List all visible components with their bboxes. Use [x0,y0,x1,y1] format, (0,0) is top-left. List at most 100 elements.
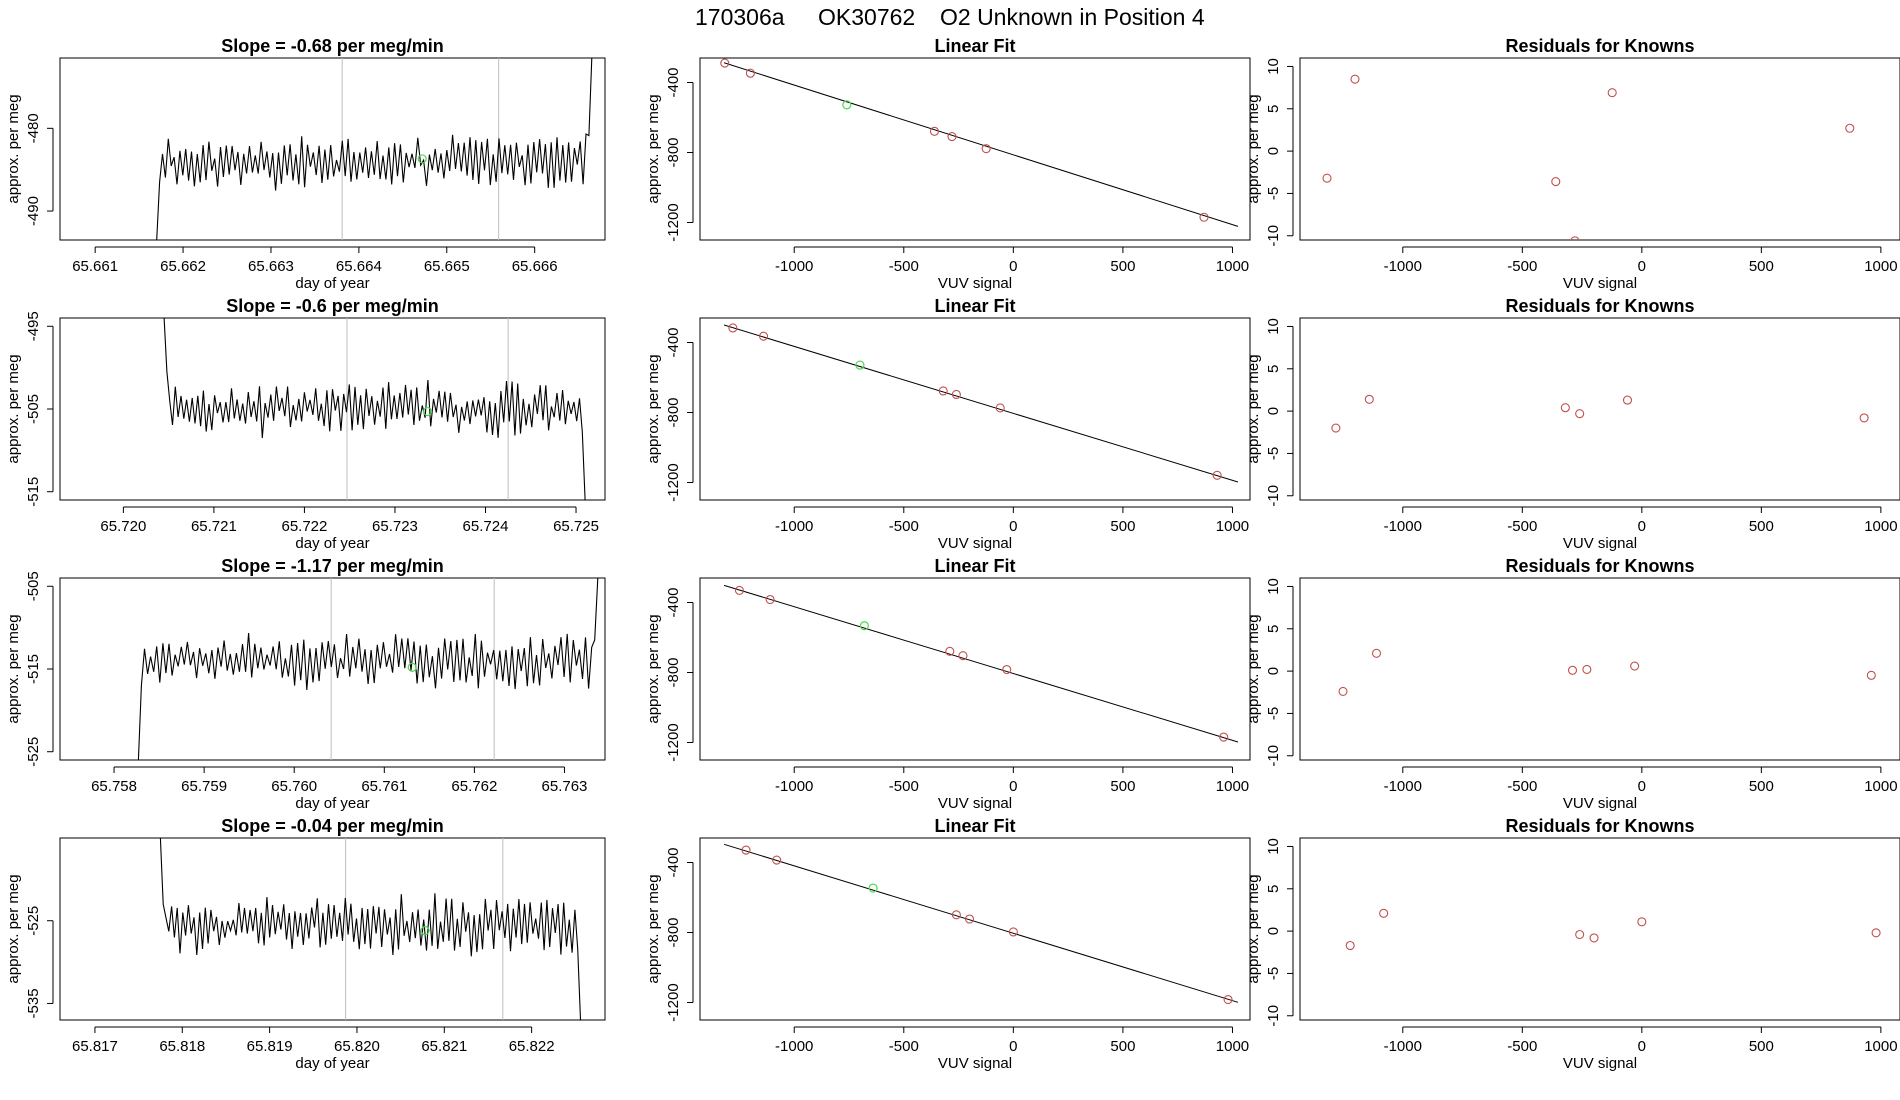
y-tick-label: -5 [1265,187,1282,200]
y-axis-label: approx. per meg [645,354,662,463]
y-tick-label: -10 [1265,1005,1282,1027]
x-tick-label: 0 [1638,518,1646,535]
y-tick-label: -525 [25,737,42,767]
x-tick-label: 65.724 [463,518,509,535]
slope-value: -0.6 [296,296,327,316]
x-axis-label: VUV signal [1563,275,1637,292]
signal-trace [163,318,586,500]
panel-title: Linear Fit [934,36,1015,56]
residual-point [1560,403,1570,413]
plot-frame [1299,837,1900,1021]
plot-frame [59,577,606,761]
unknown-point [420,926,430,936]
panel-title: Linear Fit [934,296,1015,316]
x-tick-label: 0 [1009,778,1017,795]
x-tick-label: 1000 [1864,778,1897,795]
x-tick-label: 1000 [1216,778,1249,795]
fit-line [723,843,1239,1003]
x-tick-label: -1000 [775,258,813,275]
x-tick-label: 0 [1009,258,1017,275]
residual-point [1859,413,1869,423]
x-tick-label: 65.725 [553,518,599,535]
y-axis-label: approx. per meg [5,874,22,983]
x-tick-label: 65.665 [424,258,470,275]
plot-area [1322,74,1855,240]
plot-area [723,323,1239,483]
x-tick-label: 65.818 [159,1038,205,1055]
x-tick-label: 0 [1009,518,1017,535]
residual-point [1575,929,1585,940]
y-tick-label: -10 [1265,225,1282,247]
y-tick-label: -400 [665,67,682,97]
y-axis-label: approx. per meg [645,94,662,203]
known-point [951,910,961,920]
y-axis-label: approx. per meg [645,614,662,723]
residual-point [1338,686,1348,696]
x-axis-label: day of year [295,795,369,812]
x-tick-label: -500 [889,778,919,795]
panel-title: Slope = -0.68 per meg/min [221,36,444,56]
x-tick-label: 65.761 [361,778,407,795]
plot-area [723,584,1239,743]
known-point [951,389,961,400]
x-tick-label: -500 [1507,258,1537,275]
known-point [1008,927,1018,937]
x-axis-label: day of year [295,275,369,292]
plot-area [1331,394,1869,433]
y-tick-label: 0 [1265,927,1282,935]
y-tick-label: -5 [1265,967,1282,980]
fit-line [723,324,1239,483]
slope-title-prefix: Slope = [221,816,291,836]
unknown-point [422,406,433,417]
panel-timeseries-row-2: Slope = -0.6 per meg/min 65.720 65.721 65.7… [5,296,606,552]
residual-point [1582,664,1592,674]
plot-area [137,578,599,760]
known-point [938,386,948,396]
known-point [765,594,775,605]
y-axis-label: approx. per meg [5,354,22,463]
y-axis-label: approx. per meg [645,874,662,983]
known-point [720,58,730,68]
residual-point [1570,236,1580,240]
panel-residuals-row-3: Residuals for Knowns -1000 -500 0 500 1000 VUV… [1245,556,1900,812]
known-point [929,126,940,136]
x-tick-label: 65.817 [72,1038,118,1055]
y-tick-label: -5 [1265,447,1282,460]
plot-frame [59,837,606,1021]
known-point [947,132,957,142]
y-tick-label: -800 [665,397,682,427]
slope-title-suffix: per meg/min [332,556,444,576]
residual-point [1871,928,1881,938]
residual-point [1331,423,1341,433]
residual-point [1345,940,1355,951]
x-tick-label: 65.763 [542,778,588,795]
y-tick-label: -400 [665,847,682,877]
x-tick-label: 65.821 [421,1038,467,1055]
residual-point [1551,177,1561,187]
panel-title: Residuals for Knowns [1505,36,1694,56]
known-point [745,68,755,78]
x-tick-label: 500 [1110,518,1135,535]
panel-residuals-row-1: Residuals for Knowns -1000 -500 0 500 1000 VUV… [1245,36,1900,292]
y-tick-label: -495 [25,311,42,341]
known-point [1219,732,1229,742]
plot-frame [699,577,1251,761]
y-tick-label: 0 [1265,407,1282,415]
figure-title-tank-id: OK30762 [818,4,915,30]
y-tick-label: -10 [1265,745,1282,767]
residual-point [1630,661,1640,671]
known-point [1212,470,1222,480]
y-tick-label: -800 [665,137,682,167]
x-tick-label: -500 [1507,1038,1537,1055]
known-point [772,855,782,865]
y-tick-label: -800 [665,657,682,687]
y-tick-label: 5 [1265,365,1282,373]
y-tick-label: -505 [25,394,42,424]
panel-title: Slope = -0.04 per meg/min [221,816,444,836]
residual-point [1637,917,1647,927]
x-tick-label: -1000 [775,1038,813,1055]
plot-area [720,58,1239,227]
x-tick-label: 1000 [1216,1038,1249,1055]
panel-fit-row-3: Linear Fit -1000 -500 0 500 1000 VUV signal -12… [645,556,1251,812]
x-tick-label: -500 [889,258,919,275]
